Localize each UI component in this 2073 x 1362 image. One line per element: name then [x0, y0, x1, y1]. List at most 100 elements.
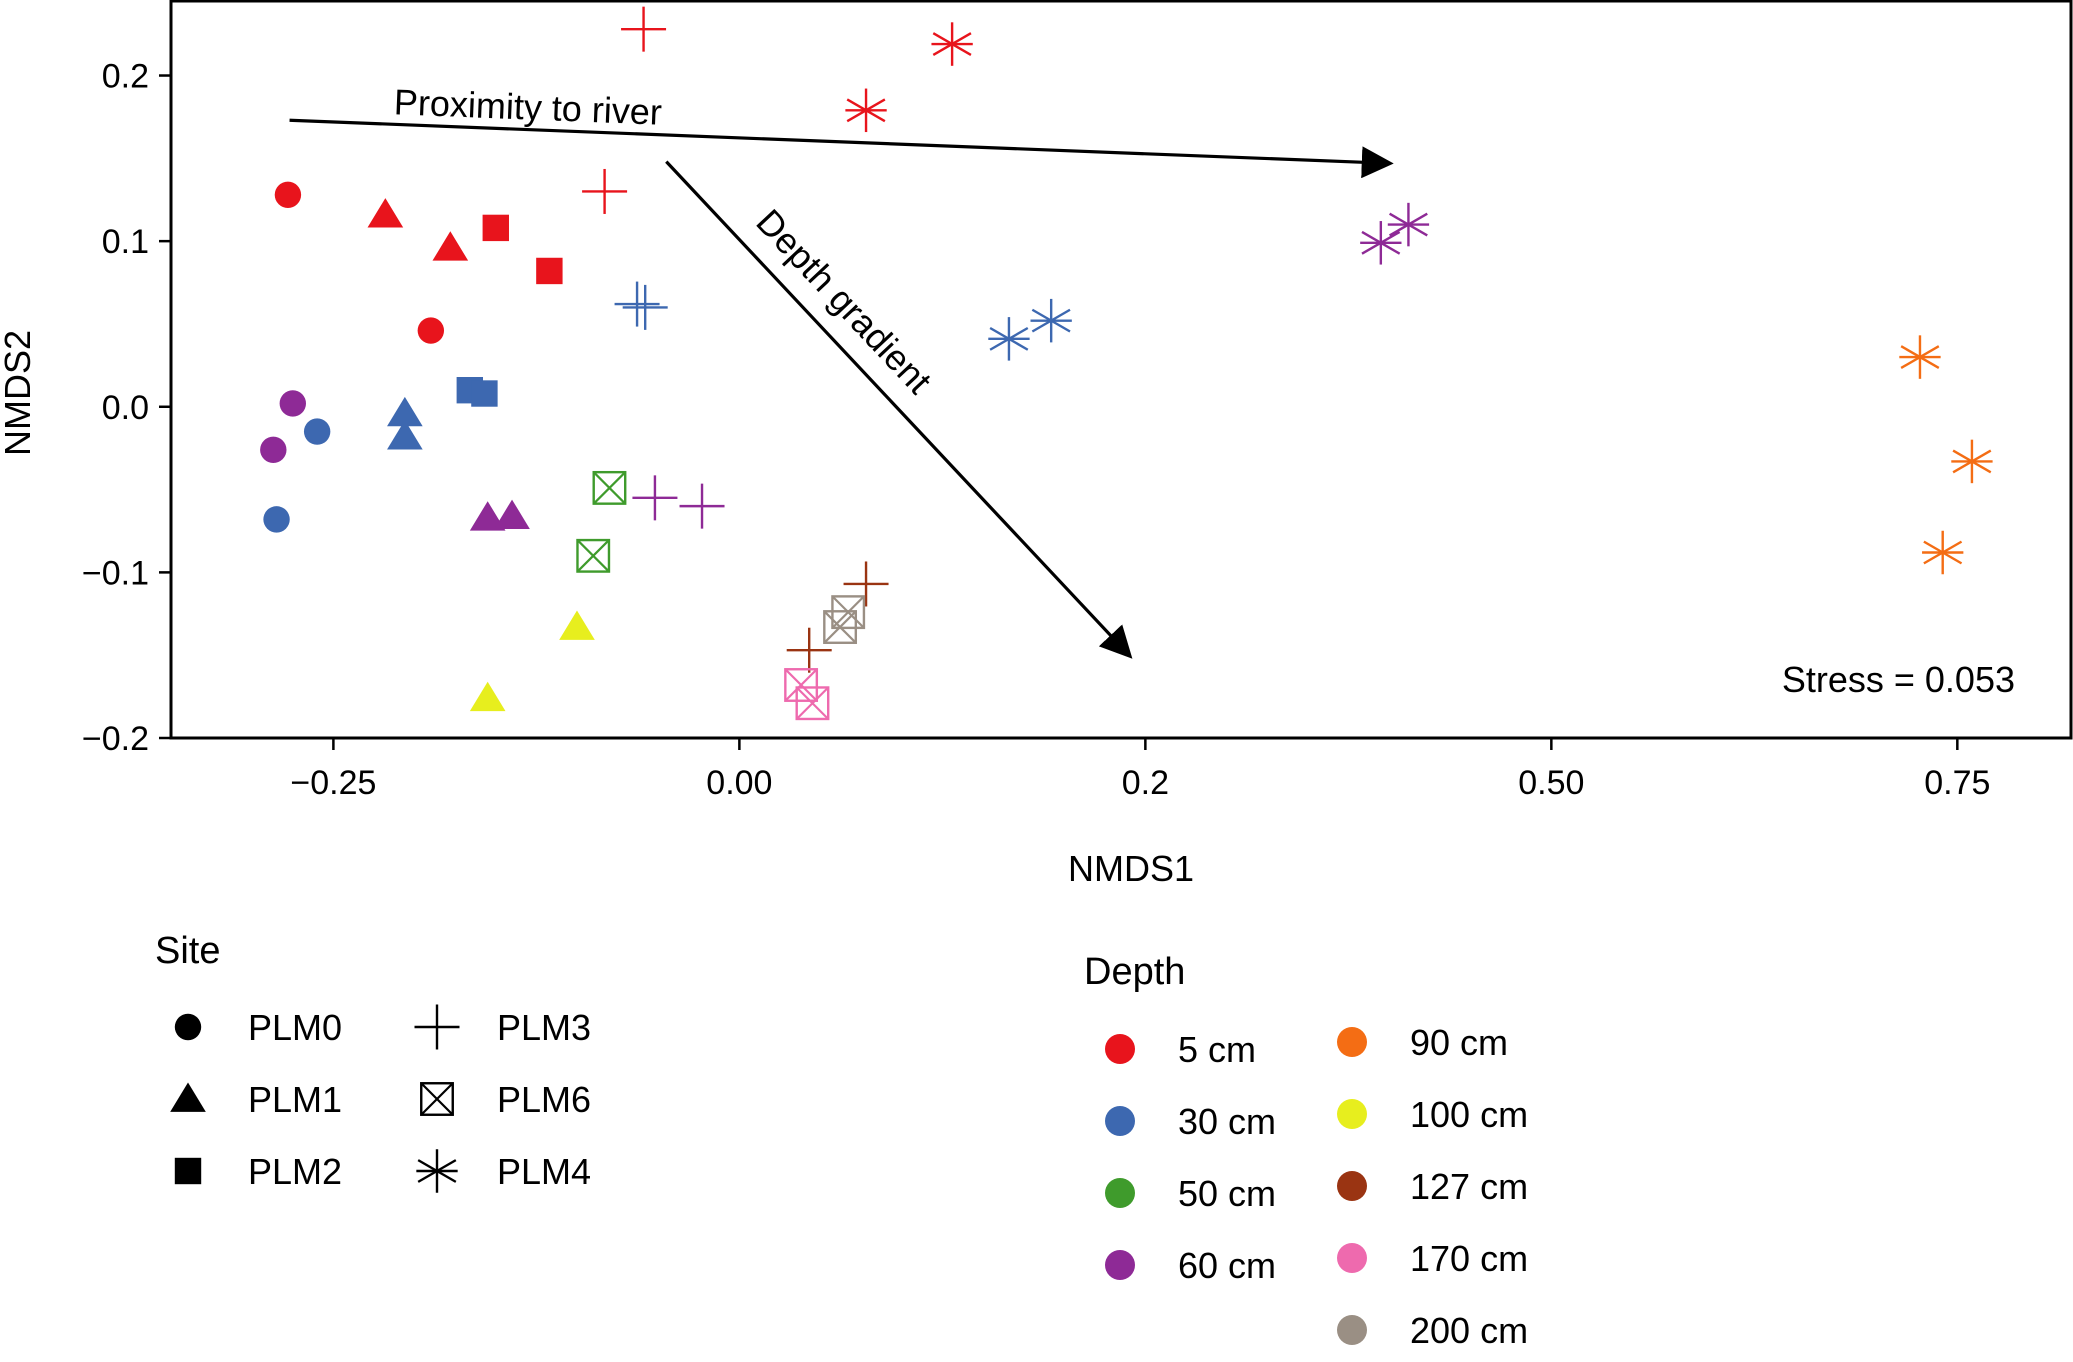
- point-plm1-5cm: [432, 231, 469, 261]
- point-plm6-170cm: [784, 668, 819, 702]
- depth-swatch-icon: [1337, 1171, 1367, 1201]
- site-legend-asterisk-icon: [416, 1149, 458, 1193]
- x-tick-label: 0.2: [1122, 764, 1169, 802]
- point-plm4-30cm: [988, 317, 1030, 361]
- x-tick-label: −0.25: [290, 764, 376, 802]
- depth-legend-item: 127 cm: [1337, 1166, 1528, 1207]
- depth-legend-label: 90 cm: [1410, 1022, 1508, 1063]
- point-plm4-5cm: [845, 88, 887, 133]
- point-plm3-127cm: [786, 627, 832, 673]
- point-plm6-50cm: [576, 538, 611, 573]
- point-plm4-90cm: [1951, 439, 1993, 484]
- depth-legend-label: 50 cm: [1178, 1173, 1276, 1214]
- site-legend-label: PLM4: [497, 1151, 591, 1192]
- y-axis-title: NMDS2: [0, 330, 38, 456]
- point-plm3-127cm: [843, 561, 889, 607]
- point-plm6-50cm: [592, 470, 627, 505]
- depth-legend-item: 170 cm: [1337, 1238, 1528, 1279]
- stress-label: Stress = 0.053: [1782, 659, 2015, 700]
- point-plm4-60cm: [1387, 202, 1430, 247]
- point-plm1-60cm: [494, 499, 530, 529]
- point-plm3-60cm: [632, 475, 678, 521]
- depth-legend-label: 100 cm: [1410, 1094, 1528, 1135]
- y-tick-label: −0.1: [82, 554, 149, 592]
- depth-arrow: [665, 160, 1133, 659]
- point-plm1-60cm: [469, 501, 506, 531]
- plot-frame: [169, 0, 2073, 740]
- point-plm1-30cm: [387, 396, 423, 427]
- depth-swatch-icon: [1337, 1243, 1367, 1273]
- depth-swatch-icon: [1105, 1106, 1135, 1136]
- x-tick-label: 0.75: [1924, 764, 1990, 802]
- depth-legend-title: Depth: [1084, 951, 1185, 993]
- depth-swatch-icon: [1105, 1034, 1135, 1064]
- point-plm4-90cm: [1899, 335, 1941, 379]
- site-legend-label: PLM6: [497, 1079, 591, 1120]
- point-plm0-5cm: [417, 317, 445, 344]
- depth-legend-item: 90 cm: [1337, 1022, 1508, 1063]
- point-plm1-30cm: [387, 420, 423, 450]
- point-plm0-30cm: [263, 506, 290, 533]
- depth-legend-label: 200 cm: [1410, 1310, 1528, 1351]
- site-legend: Site PLM0 PLM1 PLM2 PLM3 PLM6 PLM4: [155, 930, 591, 1193]
- depth-swatch-icon: [1105, 1250, 1135, 1280]
- site-legend-label: PLM3: [497, 1007, 591, 1048]
- depth-legend-label: 60 cm: [1178, 1245, 1276, 1286]
- depth-swatch-icon: [1105, 1178, 1135, 1208]
- point-plm1-100cm: [559, 610, 595, 640]
- y-tick-label: −0.2: [82, 720, 149, 758]
- point-plm3-30cm: [614, 281, 660, 327]
- site-legend-boxx-icon: [420, 1082, 454, 1116]
- depth-swatch-icon: [1337, 1099, 1367, 1129]
- x-axis-title: NMDS1: [1068, 848, 1194, 889]
- depth-swatch-icon: [1337, 1315, 1367, 1345]
- site-legend-circle-icon: [174, 1013, 202, 1041]
- site-legend-label: PLM1: [248, 1079, 342, 1120]
- depth-legend-label: 127 cm: [1410, 1166, 1528, 1207]
- point-plm6-170cm: [795, 686, 830, 721]
- point-plm1-5cm: [367, 198, 404, 228]
- point-plm1-100cm: [469, 681, 506, 712]
- point-plm0-60cm: [260, 436, 287, 464]
- y-tick-label: 0.1: [102, 223, 149, 261]
- point-plm3-30cm: [622, 284, 668, 330]
- depth-legend-item: 200 cm: [1337, 1310, 1528, 1351]
- point-plm2-5cm: [536, 257, 563, 285]
- depth-legend-item: 30 cm: [1105, 1101, 1276, 1142]
- point-plm3-60cm: [679, 483, 725, 529]
- depth-legend: Depth 5 cm 30 cm 50 cm 60 cm 90 cm 100 cm 127 c…: [1084, 951, 1528, 1351]
- site-legend-square-icon: [174, 1157, 202, 1185]
- depth-swatch-icon: [1337, 1027, 1367, 1057]
- site-legend-label: PLM0: [248, 1007, 342, 1048]
- depth-gradient-label: Depth gradient: [748, 201, 939, 401]
- point-plm2-30cm: [471, 380, 498, 407]
- point-plm0-30cm: [303, 418, 331, 445]
- x-tick-label: 0.00: [706, 764, 772, 802]
- point-plm2-5cm: [482, 214, 509, 242]
- depth-legend-label: 5 cm: [1178, 1029, 1256, 1070]
- depth-legend-item: 100 cm: [1337, 1094, 1528, 1135]
- point-plm4-5cm: [931, 22, 973, 66]
- site-legend-triangle-icon: [170, 1082, 206, 1112]
- depth-legend-label: 30 cm: [1178, 1101, 1276, 1142]
- depth-legend-item: 50 cm: [1105, 1173, 1276, 1214]
- y-tick-label: 0.0: [102, 389, 149, 427]
- point-plm4-30cm: [1030, 298, 1072, 343]
- site-legend-label: PLM2: [248, 1151, 342, 1192]
- point-plm6-200cm: [823, 610, 858, 644]
- depth-legend-label: 170 cm: [1410, 1238, 1528, 1279]
- point-plm0-5cm: [274, 181, 302, 208]
- point-plm4-60cm: [1360, 221, 1402, 265]
- site-legend-title: Site: [155, 930, 220, 972]
- depth-legend-item: 60 cm: [1105, 1245, 1276, 1286]
- depth-legend-item: 5 cm: [1105, 1029, 1256, 1070]
- x-tick-label: 0.50: [1518, 764, 1584, 802]
- proximity-arrow: [289, 118, 1394, 179]
- y-tick-label: 0.2: [102, 58, 149, 96]
- site-legend-plus-icon: [414, 1004, 460, 1050]
- point-plm0-60cm: [279, 390, 306, 417]
- point-plm4-90cm: [1922, 530, 1964, 575]
- point-plm3-5cm: [582, 168, 628, 214]
- point-plm3-5cm: [621, 6, 667, 52]
